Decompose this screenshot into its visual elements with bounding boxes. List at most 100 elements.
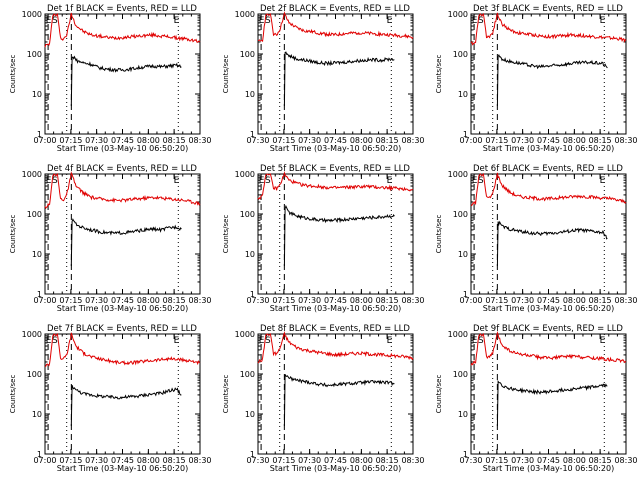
x-axis-label: Start Time (03-May-10 06:50:20) xyxy=(57,464,188,473)
y-axis-label: Counts/sec xyxy=(435,215,443,254)
y-tick-label: 1 xyxy=(463,450,468,459)
x-tick-label: 07:15 xyxy=(59,296,82,305)
x-tick-label: 08:30 xyxy=(401,296,424,305)
x-tick-label: 07:30 xyxy=(85,136,108,145)
panel-8: Det 8f BLACK = Events, RED = LLD 1 10 100 10… xyxy=(222,324,425,473)
event-marker: E xyxy=(472,176,478,186)
panel-title: Det 7f BLACK = Events, RED = LLD xyxy=(47,324,197,334)
plot-frame xyxy=(44,333,201,455)
x-tick-label: 07:30 xyxy=(459,456,482,465)
x-tick-label: 07:15 xyxy=(485,136,508,145)
x-axis-label: Start Time (03-May-10 06:50:20) xyxy=(270,144,401,153)
event-marker: S xyxy=(265,176,271,186)
event-marker: E xyxy=(174,336,180,346)
x-tick-label: 07:30 xyxy=(85,456,108,465)
panel-title: Det 8f BLACK = Events, RED = LLD xyxy=(260,324,410,334)
x-tick-label: 07:15 xyxy=(272,456,295,465)
series-line-lld xyxy=(257,330,414,364)
event-marker: E xyxy=(46,336,52,346)
series-line-events xyxy=(283,51,395,107)
y-tick-label: 1000 xyxy=(235,170,255,179)
x-tick-label: 07:45 xyxy=(537,136,560,145)
x-axis-label: Start Time (03-May-10 06:50:20) xyxy=(483,464,614,473)
panel-title: Det 6f BLACK = Events, RED = LLD xyxy=(473,164,623,174)
y-axis-label: Counts/sec xyxy=(435,55,443,94)
event-marker: S xyxy=(52,176,58,186)
series-line-lld xyxy=(470,330,627,366)
panel-5: Det 5f BLACK = Events, RED = LLD 1 10 100 10… xyxy=(222,164,425,313)
x-tick-label: 08:30 xyxy=(188,456,211,465)
y-tick-label: 1 xyxy=(250,450,255,459)
series-line-events xyxy=(70,218,182,267)
x-tick-label: 08:00 xyxy=(350,296,373,305)
x-tick-label: 07:45 xyxy=(537,296,560,305)
x-tick-label: 08:00 xyxy=(563,136,586,145)
y-axis-label: Counts/sec xyxy=(9,215,17,254)
y-tick-label: 10 xyxy=(458,410,468,419)
series-line-lld xyxy=(257,11,414,43)
plot-frame xyxy=(257,173,414,295)
series-line-events xyxy=(283,374,395,427)
y-tick-label: 100 xyxy=(453,370,468,379)
panel-title: Det 3f BLACK = Events, RED = LLD xyxy=(473,4,623,14)
x-tick-label: 08:15 xyxy=(163,136,186,145)
event-marker: S xyxy=(265,16,271,26)
x-tick-label: 07:45 xyxy=(537,456,560,465)
x-tick-label: 08:15 xyxy=(376,456,399,465)
plot-frame xyxy=(470,13,627,135)
x-tick-label: 07:00 xyxy=(459,296,482,305)
y-tick-label: 10 xyxy=(458,250,468,259)
series-line-lld xyxy=(44,171,201,210)
y-tick-label: 1 xyxy=(463,130,468,139)
event-marker: E xyxy=(472,336,478,346)
y-axis-label: Counts/sec xyxy=(435,375,443,414)
x-tick-label: 08:00 xyxy=(563,456,586,465)
x-tick-label: 07:30 xyxy=(511,456,534,465)
panel-1: Det 1f BLACK = Events, RED = LLD 1 10 100 10… xyxy=(9,4,212,153)
y-tick-label: 1 xyxy=(250,130,255,139)
series-line-events xyxy=(496,220,608,267)
event-marker: S xyxy=(478,336,484,346)
y-tick-label: 100 xyxy=(27,370,42,379)
x-axis-label: Start Time (03-May-10 06:50:20) xyxy=(483,304,614,313)
panel-2: Det 2f BLACK = Events, RED = LLD 1 10 100 10… xyxy=(222,4,425,153)
series-line-events xyxy=(70,384,182,427)
y-tick-label: 100 xyxy=(453,210,468,219)
y-axis-label: Counts/sec xyxy=(9,375,17,414)
x-tick-label: 07:15 xyxy=(485,296,508,305)
x-tick-label: 07:30 xyxy=(246,136,269,145)
y-tick-label: 10 xyxy=(32,410,42,419)
y-tick-label: 100 xyxy=(240,50,255,59)
x-tick-label: 08:00 xyxy=(137,296,160,305)
x-axis-label: Start Time (03-May-10 06:50:20) xyxy=(483,144,614,153)
y-tick-label: 1 xyxy=(37,290,42,299)
event-marker: E xyxy=(174,16,180,26)
x-tick-label: 07:00 xyxy=(33,296,56,305)
plot-frame xyxy=(470,333,627,455)
x-tick-label: 08:00 xyxy=(350,136,373,145)
series-line-events xyxy=(70,55,182,107)
event-marker: S xyxy=(52,16,58,26)
x-tick-label: 07:30 xyxy=(85,296,108,305)
y-tick-label: 1 xyxy=(37,130,42,139)
y-axis-label: Counts/sec xyxy=(9,55,17,94)
series-line-events xyxy=(496,379,608,427)
x-tick-label: 08:15 xyxy=(376,136,399,145)
x-tick-label: 07:15 xyxy=(485,456,508,465)
y-tick-label: 10 xyxy=(245,410,255,419)
event-marker: E xyxy=(600,336,606,346)
y-tick-label: 10 xyxy=(32,90,42,99)
event-marker: S xyxy=(265,336,271,346)
event-marker: E xyxy=(387,176,393,186)
x-tick-label: 07:15 xyxy=(272,296,295,305)
y-tick-label: 100 xyxy=(27,50,42,59)
panel-4: Det 4f BLACK = Events, RED = LLD 1 10 100 10… xyxy=(9,164,212,313)
series-line-lld xyxy=(44,12,201,48)
y-tick-label: 100 xyxy=(453,50,468,59)
series-line-lld xyxy=(257,171,414,200)
panel-7: Det 7f BLACK = Events, RED = LLD 1 10 100 10… xyxy=(9,324,212,473)
x-tick-label: 07:45 xyxy=(111,296,134,305)
panel-9: Det 9f BLACK = Events, RED = LLD 1 10 100 10… xyxy=(435,324,638,473)
x-tick-label: 08:15 xyxy=(589,456,612,465)
